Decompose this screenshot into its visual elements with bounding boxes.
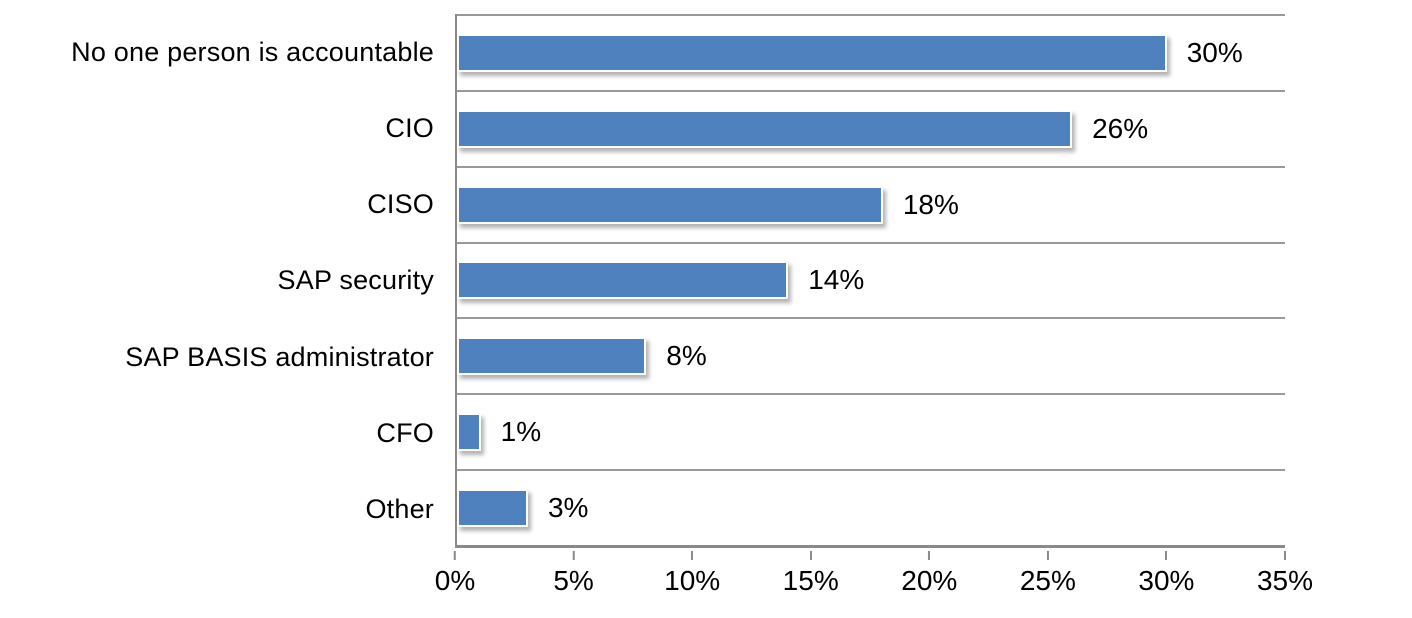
x-axis-tick: 0%: [435, 551, 475, 597]
bar-value-label: 30%: [1186, 36, 1243, 68]
x-axis-tick: 5%: [553, 551, 594, 597]
category-axis: No one person is accountable CIO CISO SA…: [0, 14, 455, 548]
category-label: SAP BASIS administrator: [125, 341, 434, 372]
chart-row: 14%: [457, 241, 1285, 318]
category-label: No one person is accountable: [71, 36, 434, 67]
category-label: CIO: [385, 112, 434, 143]
bar-value-label: 18%: [902, 188, 959, 220]
bar: [457, 488, 528, 527]
bar: [457, 109, 1073, 148]
chart-row: 3%: [457, 469, 1285, 545]
category-label: SAP security: [277, 265, 434, 296]
chart-row: 30%: [457, 14, 1285, 90]
bar: [457, 185, 883, 224]
category-label: CISO: [367, 189, 434, 220]
x-axis-tick: 15%: [783, 551, 839, 597]
tick-label: 5%: [553, 565, 594, 596]
tick-mark: [454, 551, 456, 560]
tick-label: 30%: [1138, 565, 1195, 596]
tick-mark: [572, 551, 575, 560]
tick-label: 10%: [664, 565, 721, 596]
tick-label: 25%: [1019, 565, 1076, 596]
bar: [457, 33, 1167, 72]
bar-value-label: 26%: [1092, 112, 1149, 144]
chart-row: 18%: [457, 165, 1285, 242]
chart-row: 8%: [457, 317, 1285, 393]
bar: [457, 337, 647, 376]
x-axis-tick: 10%: [664, 551, 720, 597]
chart-row: 26%: [457, 89, 1285, 166]
x-axis: 0% 5% 10% 15% 20% 25% 30% 35%: [435, 551, 1313, 611]
tick-mark: [691, 551, 694, 560]
plot-area: 30% 26% 18% 14% 8% 1% 3%: [455, 14, 1285, 548]
bar: [457, 413, 481, 452]
bar-value-label: 1%: [500, 416, 542, 448]
tick-label: 0%: [434, 565, 476, 596]
tick-mark: [1283, 551, 1286, 560]
bar: [457, 261, 789, 300]
tick-label: 15%: [782, 565, 839, 596]
tick-mark: [809, 551, 812, 560]
category-label: Other: [365, 494, 434, 525]
x-axis-tick: 20%: [901, 551, 957, 597]
x-axis-tick: 25%: [1020, 551, 1076, 597]
x-axis-tick: 35%: [1257, 551, 1313, 597]
bar-value-label: 8%: [666, 340, 707, 372]
tick-mark: [928, 551, 931, 560]
tick-label: 35%: [1256, 565, 1314, 596]
tick-mark: [1165, 551, 1168, 560]
x-axis-tick: 30%: [1138, 551, 1194, 597]
bar-value-label: 3%: [547, 491, 589, 523]
category-label: CFO: [376, 418, 434, 449]
tick-label: 20%: [901, 565, 958, 596]
tick-mark: [1046, 551, 1049, 560]
bar-value-label: 14%: [808, 264, 865, 296]
chart-row: 1%: [457, 393, 1285, 469]
